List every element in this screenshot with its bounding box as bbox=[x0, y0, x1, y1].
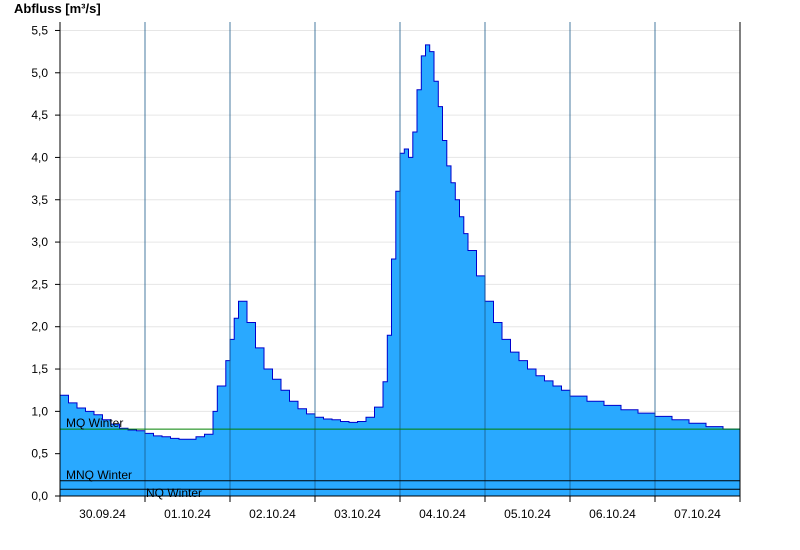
x-tick-label: 04.10.24 bbox=[419, 507, 466, 521]
y-tick-label: 1,5 bbox=[31, 362, 48, 376]
x-tick-label: 01.10.24 bbox=[164, 507, 211, 521]
reference-label: MNQ Winter bbox=[66, 468, 132, 482]
y-tick-label: 3,0 bbox=[31, 235, 48, 249]
y-axis-label: Abfluss [m³/s] bbox=[14, 1, 101, 16]
discharge-line bbox=[60, 44, 741, 440]
x-tick-label: 02.10.24 bbox=[249, 507, 296, 521]
y-tick-label: 2,5 bbox=[31, 277, 48, 291]
x-tick-label: 03.10.24 bbox=[334, 507, 381, 521]
x-tick-label: 06.10.24 bbox=[589, 507, 636, 521]
y-tick-label: 3,5 bbox=[31, 193, 48, 207]
x-tick-label: 30.09.24 bbox=[79, 507, 126, 521]
reference-label: MQ Winter bbox=[66, 416, 123, 430]
y-tick-label: 5,0 bbox=[31, 66, 48, 80]
y-tick-label: 4,0 bbox=[31, 150, 48, 164]
y-tick-label: 1,0 bbox=[31, 404, 48, 418]
y-tick-label: 0,0 bbox=[31, 489, 48, 503]
y-tick-label: 0,5 bbox=[31, 447, 48, 461]
y-tick-label: 4,5 bbox=[31, 108, 48, 122]
y-tick-label: 2,0 bbox=[31, 320, 48, 334]
y-tick-label: 5,5 bbox=[31, 23, 48, 37]
x-tick-label: 07.10.24 bbox=[674, 507, 721, 521]
x-tick-label: 05.10.24 bbox=[504, 507, 551, 521]
reference-label: NQ Winter bbox=[146, 486, 202, 500]
